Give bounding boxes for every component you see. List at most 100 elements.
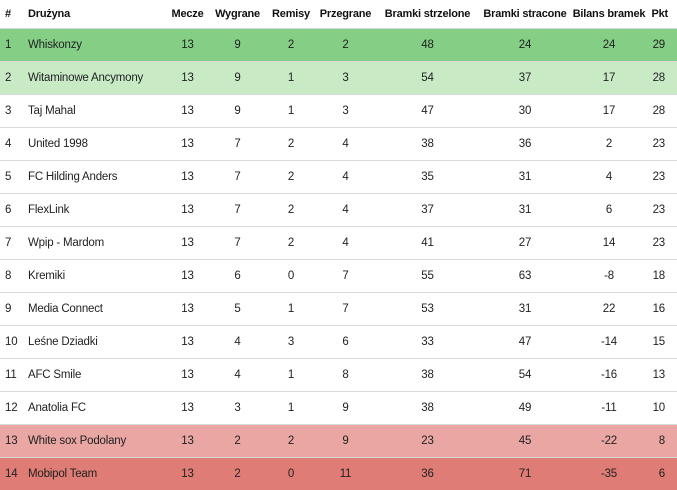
cell-goals-for: 55 [421, 269, 434, 282]
cell-team-name: White sox Podolany [28, 434, 127, 447]
cell-played: 13 [181, 104, 194, 117]
cell-drawn: 2 [287, 434, 295, 447]
cell-goal-difference: 24 [602, 38, 616, 51]
cell-position: 9 [5, 302, 12, 315]
cell-points: 6 [658, 467, 665, 480]
cell-points: 23 [652, 236, 666, 249]
cell-lost: 4 [342, 137, 349, 150]
cell-drawn: 0 [287, 269, 295, 282]
cell-goals-against: 49 [518, 401, 532, 414]
cell-position: 4 [5, 137, 12, 150]
cell-drawn: 1 [287, 104, 295, 117]
cell-goals-for: 35 [421, 170, 434, 183]
cell-lost: 11 [339, 467, 352, 480]
cell-drawn: 0 [287, 467, 295, 480]
cell-lost: 3 [342, 71, 349, 84]
cell-played: 13 [181, 71, 194, 84]
header-played: Mecze [171, 7, 204, 20]
cell-points: 28 [652, 71, 666, 84]
cell-goal-difference: 6 [605, 203, 613, 216]
cell-won: 7 [234, 236, 241, 249]
cell-goals-for: 54 [421, 71, 434, 84]
cell-goals-for: 47 [421, 104, 434, 117]
cell-team-name: United 1998 [28, 137, 88, 150]
cell-drawn: 2 [287, 170, 295, 183]
cell-goals-against: 63 [518, 269, 532, 282]
cell-lost: 9 [342, 401, 349, 414]
cell-position: 1 [5, 38, 12, 51]
cell-drawn: 2 [287, 137, 295, 150]
cell-won: 7 [234, 203, 241, 216]
table-row: 12 Anatolia FC 13 3 1 9 38 49 -11 10 [0, 391, 677, 424]
cell-team-name: Kremiki [28, 269, 65, 282]
table-row: 14 Mobipol Team 13 2 0 11 36 71 -35 6 [0, 457, 677, 490]
cell-lost: 4 [342, 170, 349, 183]
cell-points: 29 [652, 38, 666, 51]
cell-played: 13 [181, 302, 194, 315]
header-goals-for: Bramki strzelone [384, 7, 471, 20]
cell-goals-for: 23 [421, 434, 434, 447]
cell-team-name: Leśne Dziadki [28, 335, 98, 348]
cell-won: 9 [234, 38, 241, 51]
cell-team-name: FlexLink [28, 203, 70, 216]
cell-team-name: Mobipol Team [28, 467, 97, 480]
cell-won: 3 [234, 401, 241, 414]
table-row: 8 Kremiki 13 6 0 7 55 63 -8 18 [0, 259, 677, 292]
cell-won: 7 [234, 137, 241, 150]
cell-goals-for: 38 [421, 368, 434, 381]
cell-lost: 2 [342, 38, 349, 51]
cell-drawn: 1 [287, 71, 295, 84]
cell-position: 13 [5, 434, 18, 447]
cell-won: 2 [234, 434, 241, 447]
cell-drawn: 2 [287, 38, 295, 51]
cell-goals-for: 33 [421, 335, 434, 348]
cell-team-name: Anatolia FC [28, 401, 86, 414]
cell-position: 5 [5, 170, 12, 183]
cell-goals-against: 47 [518, 335, 532, 348]
cell-goals-for: 53 [421, 302, 434, 315]
table-row: 3 Taj Mahal 13 9 1 3 47 30 17 28 [0, 94, 677, 127]
cell-won: 5 [234, 302, 241, 315]
table-row: 11 AFC Smile 13 4 1 8 38 54 -16 13 [0, 358, 677, 391]
cell-goals-against: 27 [518, 236, 532, 249]
table-row: 10 Leśne Dziadki 13 4 3 6 33 47 -14 15 [0, 325, 677, 358]
cell-goal-difference: 17 [602, 71, 616, 84]
cell-position: 10 [5, 335, 18, 348]
cell-goal-difference: 4 [605, 170, 613, 183]
cell-points: 8 [658, 434, 665, 447]
cell-drawn: 2 [287, 236, 295, 249]
cell-goal-difference: 14 [602, 236, 616, 249]
cell-played: 13 [181, 203, 194, 216]
table-row: 5 FC Hilding Anders 13 7 2 4 35 31 4 23 [0, 160, 677, 193]
header-position: # [5, 7, 11, 20]
cell-position: 14 [5, 467, 18, 480]
cell-points: 13 [652, 368, 666, 381]
cell-points: 28 [652, 104, 666, 117]
cell-played: 13 [181, 137, 194, 150]
cell-played: 13 [181, 467, 194, 480]
header-team: Drużyna [28, 7, 70, 20]
cell-goal-difference: 2 [605, 137, 613, 150]
cell-won: 9 [234, 71, 241, 84]
cell-drawn: 3 [287, 335, 295, 348]
cell-lost: 8 [342, 368, 349, 381]
cell-goals-against: 37 [518, 71, 532, 84]
cell-played: 13 [181, 401, 194, 414]
cell-points: 23 [652, 170, 666, 183]
cell-goals-against: 54 [518, 368, 532, 381]
header-won: Wygrane [215, 7, 260, 20]
cell-points: 18 [652, 269, 666, 282]
table-row: 13 White sox Podolany 13 2 2 9 23 45 -22 8 [0, 424, 677, 457]
cell-goals-against: 31 [518, 302, 532, 315]
cell-won: 2 [234, 467, 241, 480]
cell-played: 13 [181, 38, 194, 51]
cell-goal-difference: -8 [604, 269, 614, 282]
cell-goal-difference: 17 [602, 104, 616, 117]
cell-played: 13 [181, 170, 194, 183]
cell-played: 13 [181, 434, 194, 447]
cell-points: 15 [652, 335, 666, 348]
header-points: Pkt [651, 7, 668, 20]
header-drawn: Remisy [272, 7, 310, 20]
cell-played: 13 [181, 236, 194, 249]
